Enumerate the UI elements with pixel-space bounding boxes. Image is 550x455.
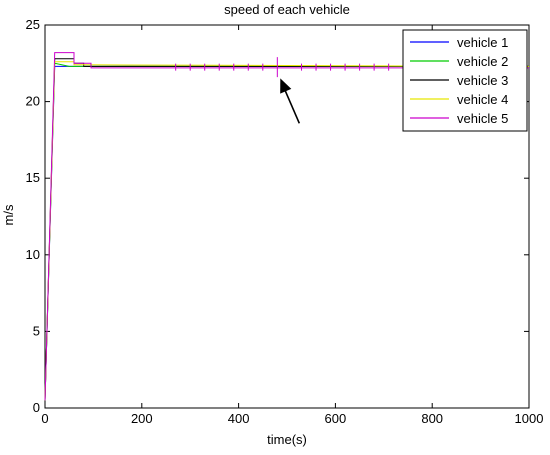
series-lines [44,52,530,401]
x-tick-label: 200 [131,411,153,426]
y-tick-label: 20 [26,94,40,109]
legend-label: vehicle 4 [457,92,508,107]
x-tick-label: 1000 [515,411,544,426]
x-tick-label: 0 [41,411,48,426]
y-axis-label: m/s [1,204,16,225]
legend-label: vehicle 3 [457,73,508,88]
x-tick-label: 800 [421,411,443,426]
y-tick-label: 25 [26,17,40,32]
y-tick-label: 10 [26,247,40,262]
legend: vehicle 1 vehicle 2 vehicle 3 vehicle 4 vehi… [402,29,528,132]
axis-ticks: 0 200 400 600 800 1000 0 5 10 15 20 25 [26,17,544,426]
y-tick-label: 5 [33,323,40,338]
annotation-arrow-shaft [282,86,301,124]
y-tick-label: 0 [33,400,40,415]
legend-label: vehicle 1 [457,35,508,50]
legend-label: vehicle 5 [457,111,508,126]
annotation-arrow-head [280,78,292,94]
series-line [44,52,529,401]
x-tick-label: 600 [325,411,347,426]
x-axis-label: time(s) [267,432,307,447]
legend-label: vehicle 2 [457,54,508,69]
y-tick-label: 15 [26,170,40,185]
annotation-arrow [280,78,301,124]
chart-title: speed of each vehicle [224,2,350,17]
x-tick-label: 400 [228,411,250,426]
